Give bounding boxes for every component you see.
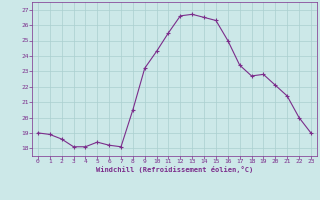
X-axis label: Windchill (Refroidissement éolien,°C): Windchill (Refroidissement éolien,°C) bbox=[96, 166, 253, 173]
